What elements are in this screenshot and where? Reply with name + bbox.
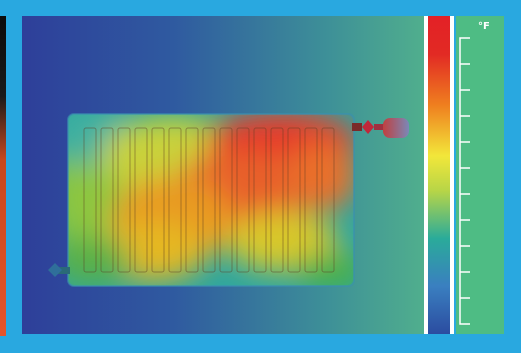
temperature-scale-panel: [426, 16, 504, 334]
left-edge-strip: [0, 16, 6, 336]
color-palette-bar: [424, 16, 454, 334]
thermal-svg: [22, 16, 454, 334]
thermal-image: [22, 16, 454, 334]
scale-ruler: [459, 37, 470, 325]
valve-icon: [352, 118, 409, 138]
radiator-heatmap: [68, 114, 354, 286]
scale-svg: [426, 16, 504, 334]
radiator-outline: [67, 113, 355, 287]
temperature-unit-label: °F: [478, 21, 490, 32]
valve-icon: [48, 263, 70, 277]
